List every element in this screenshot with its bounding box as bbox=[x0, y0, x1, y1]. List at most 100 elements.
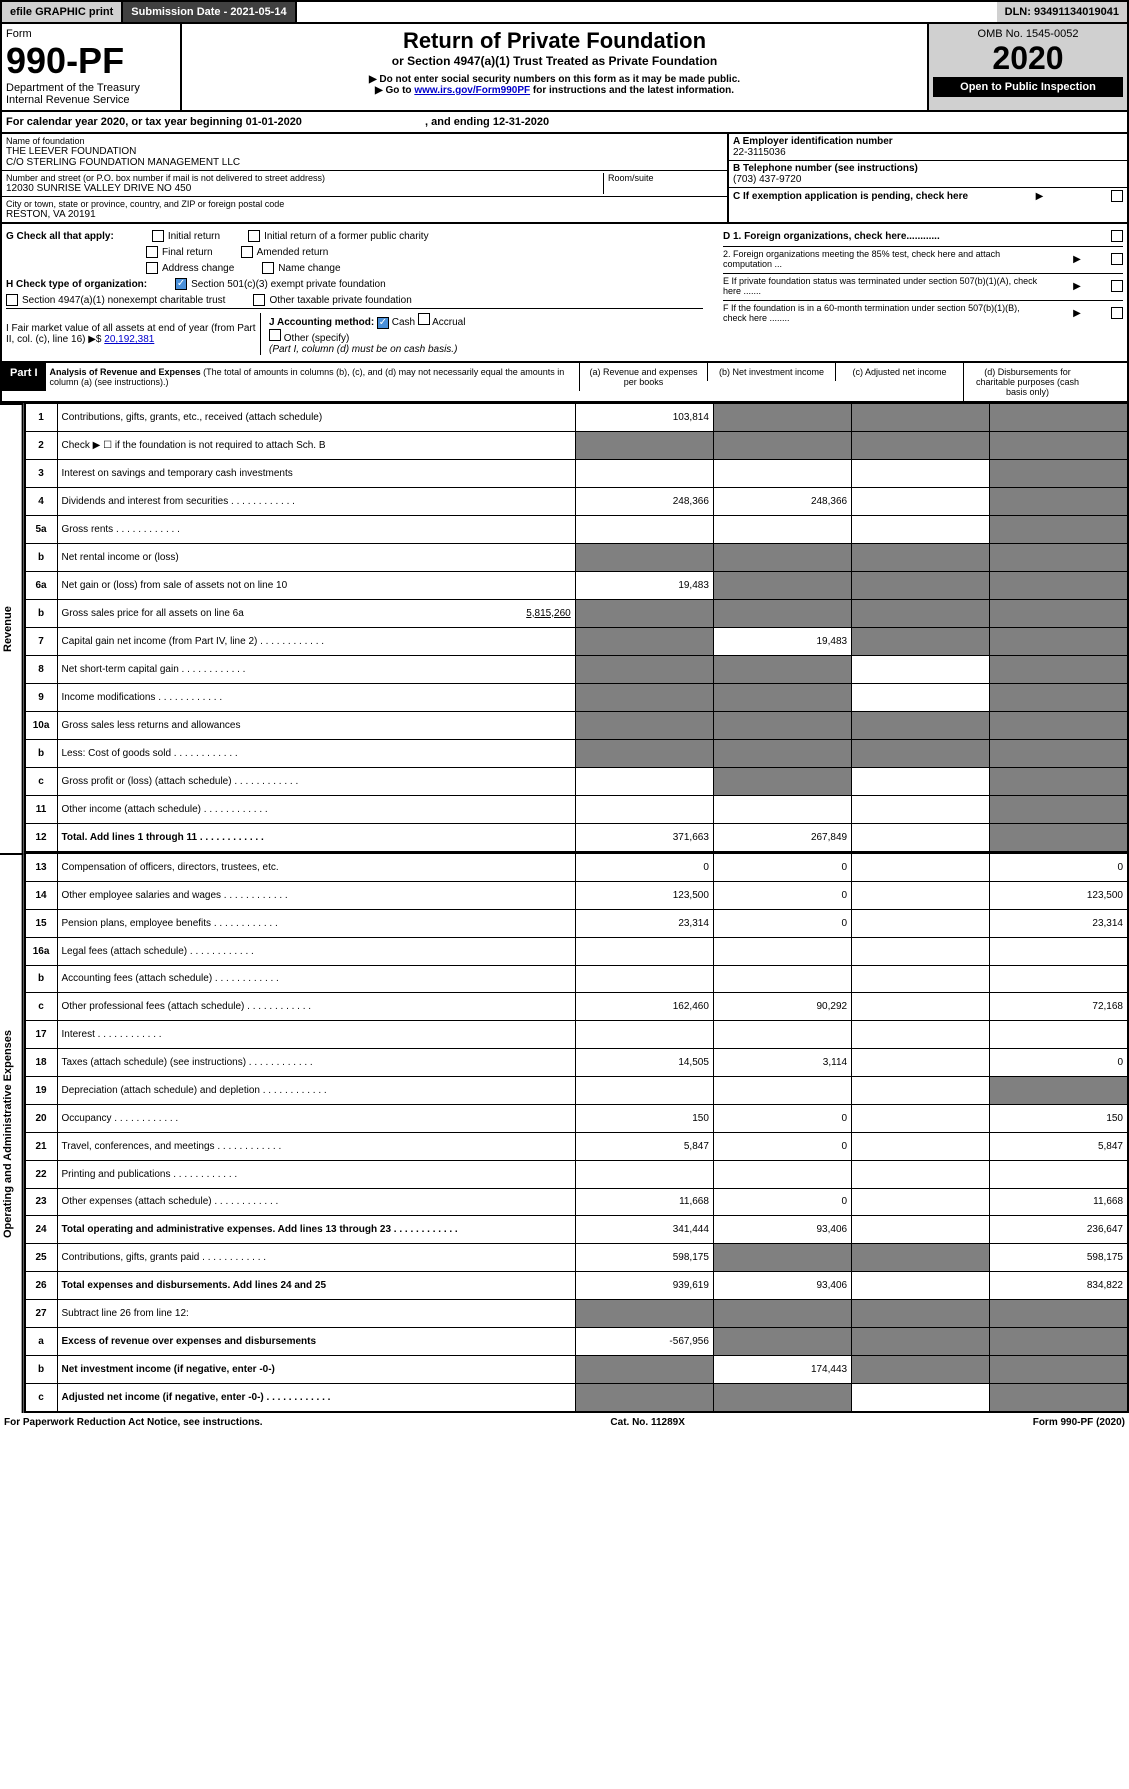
form-number: 990-PF bbox=[6, 40, 176, 82]
line-desc: Gross profit or (loss) (attach schedule) bbox=[57, 767, 575, 795]
amt-a: 341,444 bbox=[575, 1216, 713, 1244]
amt-c bbox=[852, 459, 990, 487]
j-accrual-checkbox[interactable] bbox=[418, 313, 430, 325]
col-b: (b) Net investment income bbox=[707, 363, 835, 381]
line-desc: Contributions, gifts, grants paid bbox=[57, 1244, 575, 1272]
amt-a: 103,814 bbox=[575, 404, 713, 432]
line-num: 25 bbox=[25, 1244, 57, 1272]
table-row: 13Compensation of officers, directors, t… bbox=[25, 854, 1128, 882]
amt-c bbox=[852, 881, 990, 909]
d1-checkbox[interactable] bbox=[1111, 230, 1123, 242]
table-row: 12Total. Add lines 1 through 11371,66326… bbox=[25, 823, 1128, 852]
amt-c bbox=[852, 515, 990, 543]
h-other-checkbox[interactable] bbox=[253, 294, 265, 306]
i-value[interactable]: 20,192,381 bbox=[104, 334, 154, 345]
amt-c bbox=[852, 1077, 990, 1105]
table-row: bGross sales price for all assets on lin… bbox=[25, 599, 1128, 627]
line-num: 12 bbox=[25, 823, 57, 852]
line-desc: Dividends and interest from securities bbox=[57, 487, 575, 515]
j-note: (Part I, column (d) must be on cash basi… bbox=[269, 344, 457, 355]
line-num: a bbox=[25, 1327, 57, 1355]
g-initial-former-checkbox[interactable] bbox=[248, 230, 260, 242]
note2-post: for instructions and the latest informat… bbox=[533, 85, 734, 96]
f-checkbox[interactable] bbox=[1111, 307, 1123, 319]
line-desc: Interest bbox=[57, 1021, 575, 1049]
amt-a bbox=[575, 431, 713, 459]
amt-d bbox=[990, 1077, 1128, 1105]
col-d: (d) Disbursements for charitable purpose… bbox=[963, 363, 1091, 401]
amt-a: 0 bbox=[575, 854, 713, 882]
irs: Internal Revenue Service bbox=[6, 94, 176, 106]
d2-checkbox[interactable] bbox=[1111, 253, 1123, 265]
j-other-checkbox[interactable] bbox=[269, 329, 281, 341]
c-checkbox[interactable] bbox=[1111, 190, 1123, 202]
expenses-sidelabel: Operating and Administrative Expenses bbox=[0, 853, 24, 1413]
amt-c bbox=[852, 599, 990, 627]
g-amended-checkbox[interactable] bbox=[241, 246, 253, 258]
amt-c bbox=[852, 404, 990, 432]
irs-link[interactable]: www.irs.gov/Form990PF bbox=[414, 85, 530, 96]
g-name-checkbox[interactable] bbox=[262, 262, 274, 274]
table-row: 27Subtract line 26 from line 12: bbox=[25, 1300, 1128, 1328]
line-num: 2 bbox=[25, 431, 57, 459]
amt-a bbox=[575, 1077, 713, 1105]
amt-d bbox=[990, 711, 1128, 739]
col-a: (a) Revenue and expenses per books bbox=[579, 363, 707, 391]
amt-a: 371,663 bbox=[575, 823, 713, 852]
amt-c bbox=[852, 854, 990, 882]
line-num: 4 bbox=[25, 487, 57, 515]
g-addr-checkbox[interactable] bbox=[146, 262, 158, 274]
addr-label: Number and street (or P.O. box number if… bbox=[6, 173, 603, 183]
line-desc: Taxes (attach schedule) (see instruction… bbox=[57, 1049, 575, 1077]
amt-b bbox=[713, 1021, 851, 1049]
amt-a: 598,175 bbox=[575, 1244, 713, 1272]
amt-d bbox=[990, 459, 1128, 487]
h-other: Other taxable private foundation bbox=[269, 295, 411, 306]
note-ssn: ▶ Do not enter social security numbers o… bbox=[186, 74, 923, 85]
line-num: 27 bbox=[25, 1300, 57, 1328]
omb: OMB No. 1545-0052 bbox=[933, 28, 1123, 40]
line-desc: Travel, conferences, and meetings bbox=[57, 1132, 575, 1160]
e-checkbox[interactable] bbox=[1111, 280, 1123, 292]
h-501c3-checkbox[interactable] bbox=[175, 278, 187, 290]
amt-c bbox=[852, 1300, 990, 1328]
part1-label: Part I bbox=[2, 363, 46, 391]
calyear-pre: For calendar year 2020, or tax year begi… bbox=[6, 116, 246, 128]
d2: 2. Foreign organizations meeting the 85%… bbox=[723, 249, 1043, 269]
line-desc: Total operating and administrative expen… bbox=[57, 1216, 575, 1244]
g-initial-former: Initial return of a former public charit… bbox=[264, 231, 429, 242]
amt-a: -567,956 bbox=[575, 1327, 713, 1355]
g-initial-checkbox[interactable] bbox=[152, 230, 164, 242]
city-label: City or town, state or province, country… bbox=[6, 199, 723, 209]
amt-a bbox=[575, 1383, 713, 1412]
amt-a: 939,619 bbox=[575, 1272, 713, 1300]
line-num: 14 bbox=[25, 881, 57, 909]
amt-d bbox=[990, 571, 1128, 599]
line-desc: Other income (attach schedule) bbox=[57, 795, 575, 823]
j-cash-checkbox[interactable] bbox=[377, 317, 389, 329]
amt-b bbox=[713, 711, 851, 739]
line-desc: Gross sales less returns and allowances bbox=[57, 711, 575, 739]
h-4947-checkbox[interactable] bbox=[6, 294, 18, 306]
amt-d bbox=[990, 487, 1128, 515]
table-row: 24Total operating and administrative exp… bbox=[25, 1216, 1128, 1244]
line-desc: Net rental income or (loss) bbox=[57, 543, 575, 571]
name-label: Name of foundation bbox=[6, 136, 723, 146]
amt-d bbox=[990, 515, 1128, 543]
amt-d bbox=[990, 795, 1128, 823]
amt-d bbox=[990, 1355, 1128, 1383]
amt-a bbox=[575, 627, 713, 655]
amt-d: 236,647 bbox=[990, 1216, 1128, 1244]
amt-b bbox=[713, 739, 851, 767]
line-num: c bbox=[25, 767, 57, 795]
line-desc: Other expenses (attach schedule) bbox=[57, 1188, 575, 1216]
amt-b: 0 bbox=[713, 1104, 851, 1132]
table-row: 9Income modifications bbox=[25, 683, 1128, 711]
note2-pre: ▶ Go to bbox=[375, 85, 414, 96]
amt-a: 248,366 bbox=[575, 487, 713, 515]
submission-date: Submission Date - 2021-05-14 bbox=[123, 2, 296, 22]
g-final-checkbox[interactable] bbox=[146, 246, 158, 258]
table-row: cAdjusted net income (if negative, enter… bbox=[25, 1383, 1128, 1412]
h-4947: Section 4947(a)(1) nonexempt charitable … bbox=[22, 295, 225, 306]
e-label: E If private foundation status was termi… bbox=[723, 276, 1043, 296]
